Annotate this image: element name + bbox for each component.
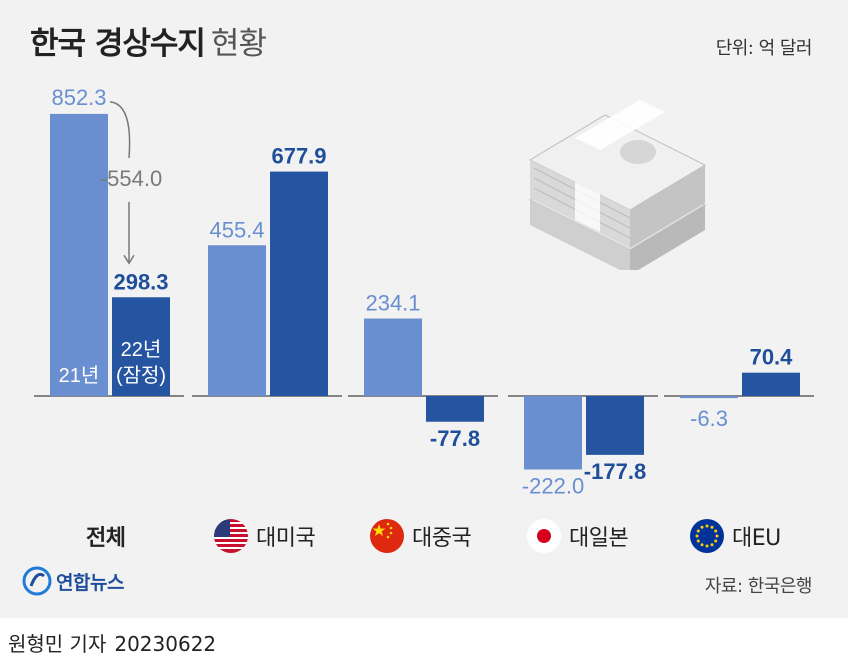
publish-date: 20230622 xyxy=(114,632,217,656)
bar-2022-2 xyxy=(426,396,484,422)
yonhap-logo: 연합뉴스 xyxy=(22,566,124,596)
source-label: 자료: 한국은행 xyxy=(704,576,813,597)
bar-2021-3 xyxy=(524,396,582,470)
bar-2021-4 xyxy=(680,396,738,399)
legend-us: 대미국 xyxy=(214,518,316,554)
legend-total: 전체 xyxy=(86,518,126,554)
value-label: 234.1 xyxy=(365,291,420,316)
bar-2022-0 xyxy=(112,297,170,396)
legend-label-us: 대미국 xyxy=(256,526,316,551)
reporter-name: 원형민 기자 xyxy=(8,632,107,656)
money-stack-illustration xyxy=(528,100,707,270)
annotation-arrow-line xyxy=(109,101,131,264)
bar-2021-0 xyxy=(50,113,108,396)
legend-label-total: 전체 xyxy=(86,526,126,551)
us-flag-icon xyxy=(214,519,248,553)
logo-text: 연합뉴스 xyxy=(56,571,124,594)
footer: 원형민 기자 20230622 xyxy=(8,628,216,657)
bar-2022-4 xyxy=(742,372,800,396)
legend-label-japan: 대일본 xyxy=(569,526,629,551)
bar-2021-2 xyxy=(364,318,422,396)
eu-flag-icon xyxy=(690,519,724,553)
legend-label-china: 대중국 xyxy=(412,526,472,551)
yonhap-logo-icon xyxy=(22,566,52,596)
legend-japan: 대일본 xyxy=(527,518,629,554)
bar-2022-3 xyxy=(586,396,644,455)
legend-eu: 대EU xyxy=(690,518,781,554)
value-label: 677.9 xyxy=(271,144,326,169)
page-title: 한국 경상수지 현황 xyxy=(30,18,267,63)
title-light: 현황 xyxy=(210,26,267,62)
bar-2022-1 xyxy=(270,171,328,396)
series-label-2022-note: (잠정) xyxy=(116,364,166,387)
annotation-arrowhead xyxy=(123,254,135,265)
value-label: 852.3 xyxy=(51,85,106,110)
value-label: -6.3 xyxy=(690,406,728,431)
value-label: 70.4 xyxy=(750,345,794,370)
value-label: -177.8 xyxy=(584,459,646,484)
unit-label: 단위: 억 달러 xyxy=(715,38,813,59)
bar-chart: 852.3 455.4 234.1 -222.0 -6.3 298.3 677.9 -77.8… xyxy=(34,85,814,498)
legend-china: 대중국 xyxy=(370,518,472,554)
japan-flag-icon xyxy=(527,519,561,553)
value-label: -77.8 xyxy=(430,426,480,451)
value-label: 298.3 xyxy=(113,269,168,294)
annotation-label: -554.0 xyxy=(100,166,162,191)
legend-label-eu: 대EU xyxy=(732,526,781,551)
money-stack-icon xyxy=(528,100,707,270)
bar-2021-1 xyxy=(208,245,266,396)
title-bold: 한국 경상수지 xyxy=(30,26,206,62)
series-label-2021: 21년 xyxy=(59,364,100,387)
china-flag-icon xyxy=(370,519,404,553)
value-label: -222.0 xyxy=(522,473,584,498)
value-label: 455.4 xyxy=(209,217,264,242)
series-label-2022: 22년 xyxy=(121,338,162,361)
